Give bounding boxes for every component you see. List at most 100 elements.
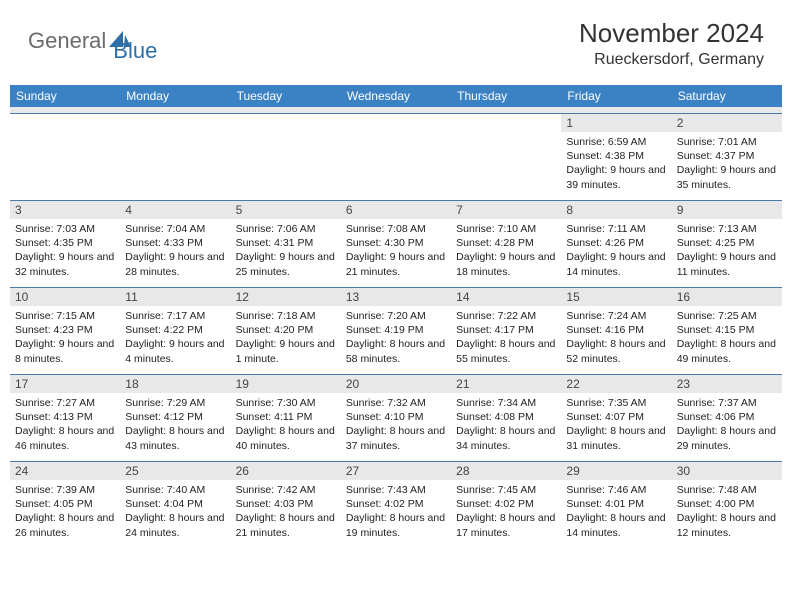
sunset-line: Sunset: 4:31 PM xyxy=(236,236,336,250)
day-info: Sunrise: 7:30 AMSunset: 4:11 PMDaylight:… xyxy=(231,393,341,455)
day-cell: 7Sunrise: 7:10 AMSunset: 4:28 PMDaylight… xyxy=(451,201,561,287)
day-number: 22 xyxy=(561,375,671,393)
daylight-line: Daylight: 8 hours and 17 minutes. xyxy=(456,511,556,539)
daylight-line: Daylight: 8 hours and 43 minutes. xyxy=(125,424,225,452)
sunrise-line: Sunrise: 7:39 AM xyxy=(15,483,115,497)
day-info: Sunrise: 7:24 AMSunset: 4:16 PMDaylight:… xyxy=(561,306,671,368)
sunrise-line: Sunrise: 7:20 AM xyxy=(346,309,446,323)
day-cell: 13Sunrise: 7:20 AMSunset: 4:19 PMDayligh… xyxy=(341,288,451,374)
daylight-line: Daylight: 8 hours and 31 minutes. xyxy=(566,424,666,452)
day-number: 12 xyxy=(231,288,341,306)
sunset-line: Sunset: 4:35 PM xyxy=(15,236,115,250)
sunset-line: Sunset: 4:05 PM xyxy=(15,497,115,511)
sunrise-line: Sunrise: 7:13 AM xyxy=(677,222,777,236)
sunset-line: Sunset: 4:03 PM xyxy=(236,497,336,511)
day-number: 20 xyxy=(341,375,451,393)
week-row: 17Sunrise: 7:27 AMSunset: 4:13 PMDayligh… xyxy=(10,374,782,461)
day-cell: . xyxy=(341,114,451,200)
day-header-cell: Tuesday xyxy=(231,85,341,107)
daylight-line: Daylight: 8 hours and 12 minutes. xyxy=(677,511,777,539)
daylight-line: Daylight: 8 hours and 55 minutes. xyxy=(456,337,556,365)
day-number: 3 xyxy=(10,201,120,219)
sunrise-line: Sunrise: 7:18 AM xyxy=(236,309,336,323)
day-cell: 4Sunrise: 7:04 AMSunset: 4:33 PMDaylight… xyxy=(120,201,230,287)
day-number: 27 xyxy=(341,462,451,480)
daylight-line: Daylight: 9 hours and 1 minute. xyxy=(236,337,336,365)
day-number: 5 xyxy=(231,201,341,219)
daylight-line: Daylight: 9 hours and 4 minutes. xyxy=(125,337,225,365)
sunset-line: Sunset: 4:08 PM xyxy=(456,410,556,424)
day-number: 13 xyxy=(341,288,451,306)
day-cell: 16Sunrise: 7:25 AMSunset: 4:15 PMDayligh… xyxy=(672,288,782,374)
sunrise-line: Sunrise: 7:04 AM xyxy=(125,222,225,236)
sunrise-line: Sunrise: 7:32 AM xyxy=(346,396,446,410)
logo: General Blue xyxy=(28,18,157,64)
sunrise-line: Sunrise: 7:03 AM xyxy=(15,222,115,236)
day-cell: 15Sunrise: 7:24 AMSunset: 4:16 PMDayligh… xyxy=(561,288,671,374)
day-number: 4 xyxy=(120,201,230,219)
day-header-cell: Wednesday xyxy=(341,85,451,107)
day-number: 21 xyxy=(451,375,561,393)
daylight-line: Daylight: 8 hours and 37 minutes. xyxy=(346,424,446,452)
day-cell: 23Sunrise: 7:37 AMSunset: 4:06 PMDayligh… xyxy=(672,375,782,461)
day-info: Sunrise: 7:29 AMSunset: 4:12 PMDaylight:… xyxy=(120,393,230,455)
day-cell: . xyxy=(451,114,561,200)
daylight-line: Daylight: 8 hours and 49 minutes. xyxy=(677,337,777,365)
day-number: 10 xyxy=(10,288,120,306)
daylight-line: Daylight: 8 hours and 58 minutes. xyxy=(346,337,446,365)
daylight-line: Daylight: 9 hours and 14 minutes. xyxy=(566,250,666,278)
day-cell: 6Sunrise: 7:08 AMSunset: 4:30 PMDaylight… xyxy=(341,201,451,287)
sunset-line: Sunset: 4:04 PM xyxy=(125,497,225,511)
day-info: Sunrise: 7:32 AMSunset: 4:10 PMDaylight:… xyxy=(341,393,451,455)
daylight-line: Daylight: 8 hours and 40 minutes. xyxy=(236,424,336,452)
logo-text-blue: Blue xyxy=(113,38,157,64)
day-info: Sunrise: 7:01 AMSunset: 4:37 PMDaylight:… xyxy=(672,132,782,194)
day-number: 16 xyxy=(672,288,782,306)
day-info: Sunrise: 7:27 AMSunset: 4:13 PMDaylight:… xyxy=(10,393,120,455)
day-number: 6 xyxy=(341,201,451,219)
day-number: 23 xyxy=(672,375,782,393)
sunset-line: Sunset: 4:25 PM xyxy=(677,236,777,250)
day-cell: 1Sunrise: 6:59 AMSunset: 4:38 PMDaylight… xyxy=(561,114,671,200)
sunset-line: Sunset: 4:11 PM xyxy=(236,410,336,424)
sunrise-line: Sunrise: 7:24 AM xyxy=(566,309,666,323)
day-number: 25 xyxy=(120,462,230,480)
daylight-line: Daylight: 9 hours and 11 minutes. xyxy=(677,250,777,278)
sunset-line: Sunset: 4:33 PM xyxy=(125,236,225,250)
sunset-line: Sunset: 4:23 PM xyxy=(15,323,115,337)
sunrise-line: Sunrise: 7:34 AM xyxy=(456,396,556,410)
day-number: 8 xyxy=(561,201,671,219)
daylight-line: Daylight: 9 hours and 35 minutes. xyxy=(677,163,777,191)
day-cell: 8Sunrise: 7:11 AMSunset: 4:26 PMDaylight… xyxy=(561,201,671,287)
sunset-line: Sunset: 4:17 PM xyxy=(456,323,556,337)
sunset-line: Sunset: 4:07 PM xyxy=(566,410,666,424)
day-cell: 11Sunrise: 7:17 AMSunset: 4:22 PMDayligh… xyxy=(120,288,230,374)
day-cell: 5Sunrise: 7:06 AMSunset: 4:31 PMDaylight… xyxy=(231,201,341,287)
daylight-line: Daylight: 8 hours and 21 minutes. xyxy=(236,511,336,539)
day-cell: 9Sunrise: 7:13 AMSunset: 4:25 PMDaylight… xyxy=(672,201,782,287)
day-number: 18 xyxy=(120,375,230,393)
day-info: Sunrise: 7:35 AMSunset: 4:07 PMDaylight:… xyxy=(561,393,671,455)
daylight-line: Daylight: 8 hours and 52 minutes. xyxy=(566,337,666,365)
sunrise-line: Sunrise: 7:25 AM xyxy=(677,309,777,323)
day-cell: . xyxy=(120,114,230,200)
daylight-line: Daylight: 8 hours and 19 minutes. xyxy=(346,511,446,539)
sunset-line: Sunset: 4:02 PM xyxy=(346,497,446,511)
day-number: 17 xyxy=(10,375,120,393)
sunset-line: Sunset: 4:13 PM xyxy=(15,410,115,424)
sunset-line: Sunset: 4:20 PM xyxy=(236,323,336,337)
day-info: Sunrise: 7:20 AMSunset: 4:19 PMDaylight:… xyxy=(341,306,451,368)
sunset-line: Sunset: 4:30 PM xyxy=(346,236,446,250)
sunset-line: Sunset: 4:26 PM xyxy=(566,236,666,250)
daylight-line: Daylight: 8 hours and 24 minutes. xyxy=(125,511,225,539)
sunrise-line: Sunrise: 7:42 AM xyxy=(236,483,336,497)
sunrise-line: Sunrise: 7:08 AM xyxy=(346,222,446,236)
day-cell: 10Sunrise: 7:15 AMSunset: 4:23 PMDayligh… xyxy=(10,288,120,374)
sunset-line: Sunset: 4:16 PM xyxy=(566,323,666,337)
day-info: Sunrise: 7:10 AMSunset: 4:28 PMDaylight:… xyxy=(451,219,561,281)
sunrise-line: Sunrise: 7:35 AM xyxy=(566,396,666,410)
sunrise-line: Sunrise: 7:06 AM xyxy=(236,222,336,236)
sunrise-line: Sunrise: 7:27 AM xyxy=(15,396,115,410)
sunrise-line: Sunrise: 7:15 AM xyxy=(15,309,115,323)
day-cell: 2Sunrise: 7:01 AMSunset: 4:37 PMDaylight… xyxy=(672,114,782,200)
